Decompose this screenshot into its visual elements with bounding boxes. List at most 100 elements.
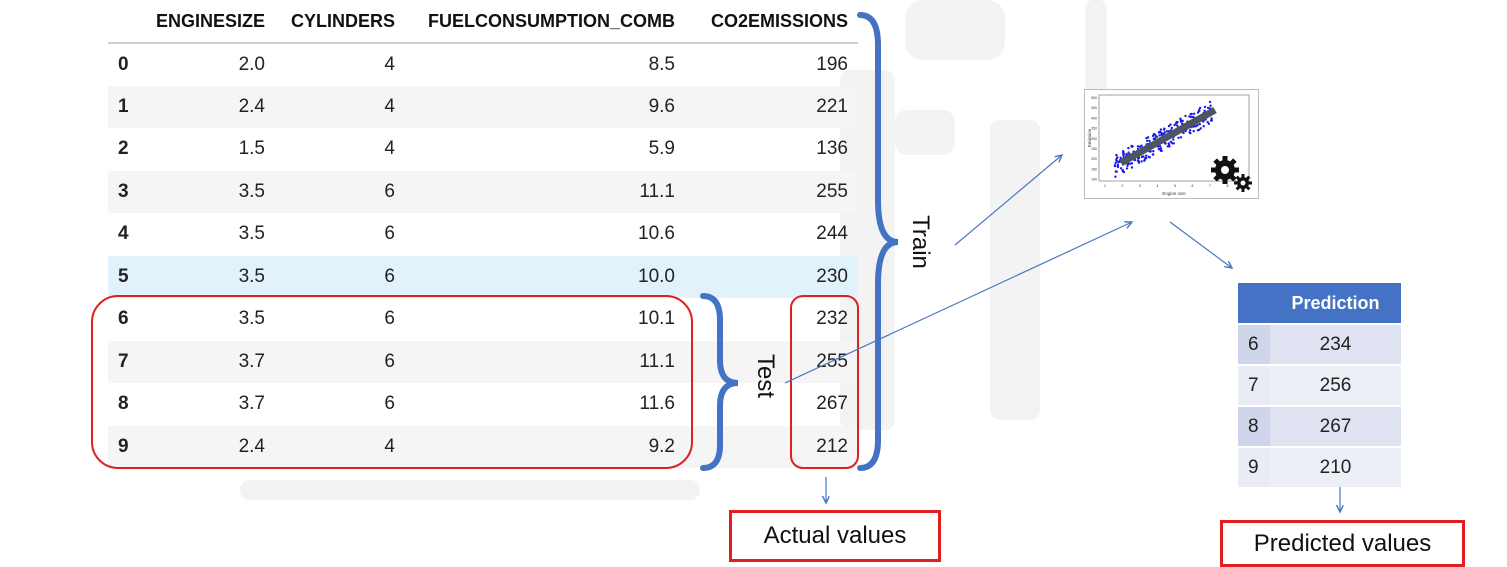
scatter-point [1179,120,1183,123]
scatter-point [1160,131,1163,134]
cylinders-cell: 6 [384,223,395,245]
actual-values-label: Actual values [763,522,907,549]
predicted-values-label: Predicted values [1253,529,1432,557]
prediction-value: 210 [1270,446,1401,487]
plot-ytick-label: 350 [1091,127,1097,131]
scatter-point [1166,145,1169,148]
scatter-point [1152,132,1156,136]
cylinders-cell: 4 [275,85,405,128]
scatter-point [1197,108,1201,112]
enginesize-cell: 2.0 [238,53,265,75]
scatter-point [1199,127,1202,130]
cylinders-cell: 6 [275,255,405,298]
scatter-point [1167,124,1171,128]
scatter-point [1192,112,1196,115]
scatter-point [1145,154,1148,157]
plot-ytick-label: 400 [1091,116,1097,120]
table-row: 5 3.5 6 10.0 230 [108,255,858,298]
column-header-co2emissions: CO2EMISSIONS [685,0,858,44]
test-label: Test [752,353,780,399]
scatter-point [1115,153,1118,157]
enginesize-cell: 2.4 [150,85,275,128]
enginesize-cell: 3.7 [150,340,275,383]
cylinders-cell: 4 [275,425,405,468]
row-index: 6 [118,308,129,330]
scatter-point [1209,104,1212,107]
scatter-point [1196,111,1200,114]
scatter-point [1157,131,1161,134]
scatter-point [1158,145,1162,148]
scatter-point [1160,149,1163,152]
scatter-point [1130,166,1134,169]
cylinders-cell: 6 [384,308,395,330]
table-row: 1 2.4 4 9.6 221 [108,85,858,128]
enginesize-cell: 3.5 [150,255,275,298]
scatter-point [1125,167,1129,170]
column-header-index [108,0,150,44]
fuelconsumption-cell: 8.5 [648,53,675,75]
scatter-point [1151,153,1154,156]
table-row: 8 3.7 6 11.6 267 [108,383,858,426]
scatter-point [1210,117,1213,120]
row-index: 4 [118,223,129,245]
scatter-point [1174,122,1178,125]
prediction-value: 256 [1270,364,1401,406]
prediction-value: 267 [1270,405,1401,447]
scatter-point [1130,162,1134,165]
scatter-point [1162,128,1166,131]
prediction-header-index [1238,283,1270,324]
co2emissions-cell: 230 [685,255,858,298]
table-header-row: ENGINESIZE CYLINDERS FUELCONSUMPTION_COM… [108,0,858,44]
scatter-point [1159,128,1163,131]
scatter-point [1203,105,1207,109]
regression-line [1119,106,1217,167]
fuelconsumption-cell: 10.6 [638,223,675,245]
scatter-point [1188,129,1192,132]
scatter-point [1119,156,1122,159]
scatter-point [1152,137,1155,141]
plot-ylabel: Emission [1087,128,1092,147]
scatter-point [1202,125,1205,128]
scatter-point [1210,119,1213,122]
scatter-point [1184,114,1187,118]
train-label: Train [906,215,934,269]
scatter-point [1151,134,1155,138]
scatter-point [1206,120,1209,124]
scatter-point [1170,126,1174,130]
prediction-header: Prediction [1270,283,1401,324]
scatter-point [1169,140,1173,143]
plot-ytick-label: 450 [1091,106,1097,110]
table-row: 0 2.0 4 8.5 196 [108,43,858,86]
scatter-point [1127,151,1130,154]
enginesize-cell: 3.5 [238,308,265,330]
cylinders-cell: 6 [275,170,405,213]
scatter-point [1119,167,1123,170]
scatter-point [1143,159,1146,162]
scatter-point [1137,161,1141,164]
scatter-point [1138,145,1141,148]
co2emissions-cell: 232 [816,308,848,330]
fuelconsumption-cell: 11.1 [405,170,685,213]
scatter-point [1114,161,1117,165]
scatter-point [1122,152,1125,156]
plot-xlabel: Engine size [1162,191,1186,196]
scatter-point [1196,129,1200,132]
scatter-point [1179,117,1182,120]
scatter-point [1136,145,1140,148]
scatter-point [1145,139,1149,142]
data-table: ENGINESIZE CYLINDERS FUELCONSUMPTION_COM… [108,0,858,468]
scatter-point [1198,106,1202,110]
co2emissions-cell: 255 [685,170,858,213]
scatter-point [1203,109,1206,112]
scatter-point [1127,146,1130,150]
prediction-row: 8 267 [1238,405,1401,447]
scatter-point [1168,145,1171,148]
scatter-point [1115,170,1118,173]
fuelconsumption-cell: 11.6 [639,393,675,415]
fuelconsumption-cell: 10.1 [638,308,675,330]
plot-ytick-label: 300 [1091,137,1097,141]
scatter-point [1181,119,1184,123]
fuelconsumption-cell: 5.9 [648,138,675,160]
scatter-point [1172,142,1175,145]
fuelconsumption-cell: 9.6 [405,85,685,128]
